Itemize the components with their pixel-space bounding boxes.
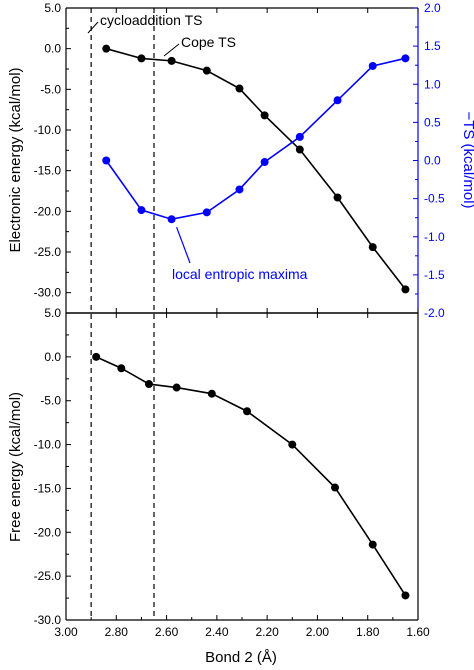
top-right-tick-label: -1.0 <box>424 230 445 244</box>
free-energy-point <box>144 380 153 389</box>
free-energy-point <box>117 364 126 373</box>
top-left-tick-label: -20.0 <box>34 204 62 218</box>
bottom-left-tick-label: -30.0 <box>34 613 62 627</box>
entropy-point <box>235 185 244 194</box>
top-right-tick-label: -2.0 <box>424 306 445 320</box>
annotation-leader-cope <box>163 43 180 57</box>
x-tick-label: 2.60 <box>155 625 179 639</box>
entropy-series-line <box>105 57 406 221</box>
entropy-point <box>202 208 211 217</box>
entropy-point <box>102 156 111 165</box>
electronic-energy-point <box>235 84 244 93</box>
electronic-energy-point <box>202 66 211 75</box>
electronic-energy-series-line <box>106 47 407 290</box>
free-energy-point <box>243 407 252 416</box>
x-axis-area: 3.00 2.80 2.60 2.40 2.20 2.00 1.80 1.60 <box>54 615 430 639</box>
bottom-left-tick-label: -20.0 <box>34 525 62 539</box>
top-right-tick-label: 2.0 <box>424 1 441 15</box>
top-right-tick-label: 0.0 <box>424 154 441 168</box>
x-tick-label: 2.40 <box>205 625 229 639</box>
free-energy-point <box>401 591 410 600</box>
top-right-axis-title: −TS (kcal/mol) <box>460 111 474 208</box>
top-right-tick-label: -0.5 <box>424 192 445 206</box>
x-tick-label: 2.20 <box>255 625 279 639</box>
annotation-leader-cycloaddition <box>87 21 99 34</box>
electronic-energy-point <box>295 145 304 154</box>
top-right-tick-label: 1.5 <box>424 39 441 53</box>
free-energy-point <box>288 440 297 449</box>
top-left-tick-label: 0.0 <box>44 42 61 56</box>
bottom-left-tick-label: 5.0 <box>44 306 61 320</box>
top-left-tick-label: -30.0 <box>34 286 62 300</box>
free-energy-point <box>172 383 181 392</box>
entropy-point <box>368 61 377 70</box>
electronic-energy-point <box>137 54 146 63</box>
entropy-point <box>401 54 410 63</box>
bottom-panel: 5.0 0.0 -5.0 -10.0 -15.0 -20.0 -25.0 -30.0 <box>34 306 419 627</box>
electronic-energy-point <box>102 44 111 53</box>
top-panel: 5.0 0.0 -5.0 -10.0 -15.0 -20.0 -25.0 -30.0 2.0 1.… <box>34 1 445 620</box>
entropy-point <box>167 215 176 224</box>
top-left-tick-label: -5.0 <box>40 82 61 96</box>
free-energy-series-line <box>95 356 407 596</box>
top-left-axis-title: Electronic energy (kcal/mol) <box>7 67 24 252</box>
bottom-left-tick-label: -5.0 <box>40 394 61 408</box>
annotation-cycloaddition-ts: cycloaddition TS <box>100 12 202 28</box>
free-energy-point <box>207 389 216 398</box>
x-tick-label: 1.80 <box>356 625 380 639</box>
electronic-energy-point <box>260 111 269 120</box>
entropy-point <box>295 132 304 141</box>
electronic-energy-point <box>401 285 410 294</box>
entropy-point <box>260 158 269 167</box>
top-left-tick-label: 5.0 <box>44 1 61 15</box>
top-right-tick-label: 1.0 <box>424 77 441 91</box>
x-tick-label: 1.60 <box>406 625 430 639</box>
annotation-local-entropic-maxima: local entropic maxima <box>172 266 308 282</box>
electronic-energy-point <box>368 243 377 252</box>
top-right-tick-label: -1.5 <box>424 268 445 282</box>
bottom-left-tick-label: 0.0 <box>44 350 61 364</box>
entropy-point <box>137 206 146 215</box>
free-energy-point <box>331 483 340 492</box>
bottom-left-axis-title: Free energy (kcal/mol) <box>7 392 24 542</box>
x-axis-title: Bond 2 (Å) <box>205 649 277 666</box>
x-tick-label: 2.80 <box>105 625 129 639</box>
top-left-tick-label: -15.0 <box>34 164 62 178</box>
entropy-point <box>333 96 342 105</box>
x-tick-label: 3.00 <box>54 625 78 639</box>
annotation-cope-ts: Cope TS <box>181 34 236 50</box>
electronic-energy-point <box>167 56 176 65</box>
x-tick-label: 2.00 <box>306 625 330 639</box>
bottom-left-tick-label: -15.0 <box>34 481 62 495</box>
electronic-energy-point <box>333 193 342 202</box>
free-energy-point <box>92 352 101 361</box>
free-energy-point <box>368 540 377 549</box>
top-right-tick-label: 0.5 <box>424 115 441 129</box>
bottom-left-tick-label: -10.0 <box>34 438 62 452</box>
top-left-tick-label: -25.0 <box>34 245 62 259</box>
annotation-leader-entropic-maxima <box>176 227 191 264</box>
top-left-tick-label: -10.0 <box>34 123 62 137</box>
bottom-left-tick-label: -25.0 <box>34 569 62 583</box>
